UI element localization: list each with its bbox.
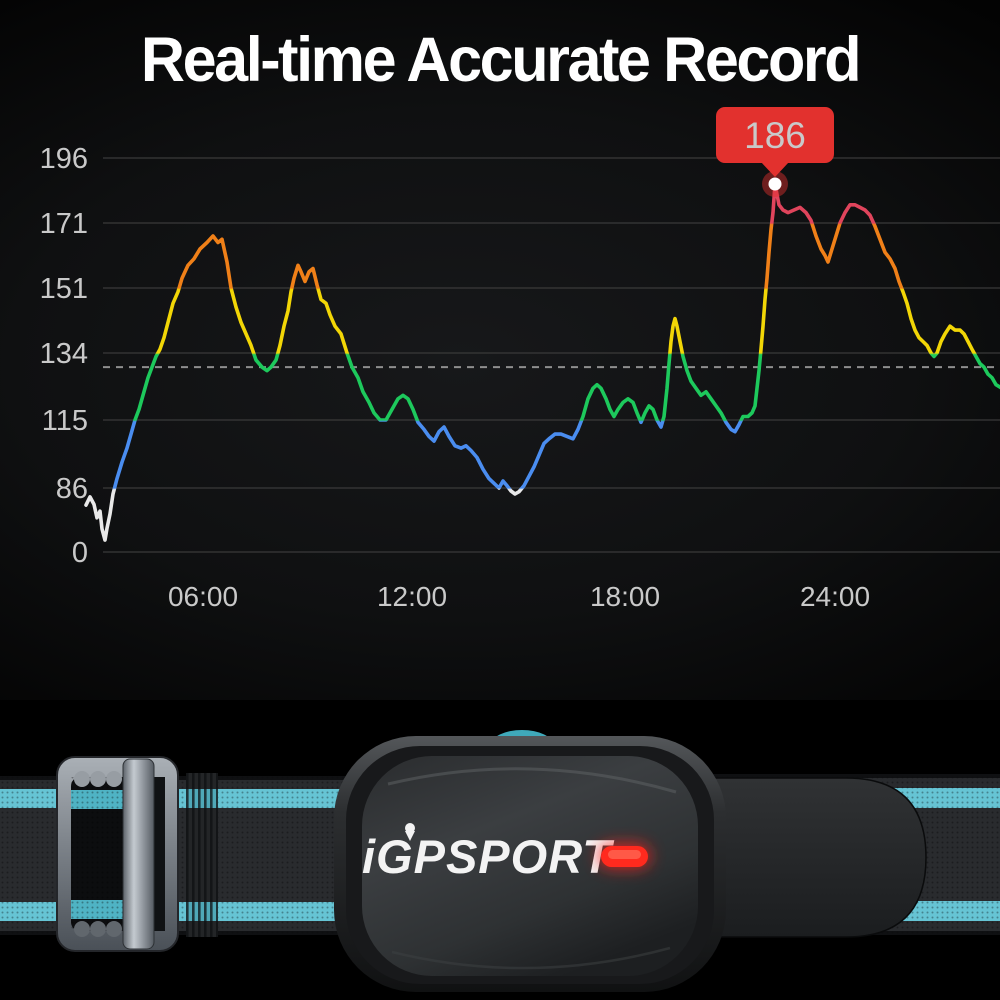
peak-tooltip-bubble — [716, 107, 834, 163]
strap-gathered-section — [186, 773, 218, 937]
brand-logo-text: iGPSPORT — [362, 830, 615, 883]
buckle-right-slot — [154, 777, 165, 931]
buckle-scallop — [74, 771, 90, 787]
buckle-center-bar — [122, 758, 155, 950]
heart-rate-chart: 196 171 151 134 115 86 0 06:00 12:00 18:00 24:00 18… — [40, 107, 1000, 612]
led-indicator — [598, 844, 650, 868]
heart-rate-strap-product-image: iGPSPORT — [0, 730, 1000, 992]
x-tick-label: 24:00 — [800, 581, 870, 612]
sensor-pod: iGPSPORT — [334, 730, 726, 992]
strap-buckle — [56, 756, 179, 952]
x-axis-labels: 06:00 12:00 18:00 24:00 — [168, 581, 870, 612]
strap-keeper-flap — [699, 777, 927, 938]
peak-marker-dot — [768, 177, 782, 191]
location-pin-icon — [405, 823, 415, 833]
peak-tooltip: 186 — [716, 107, 834, 197]
page-title: Real-time Accurate Record — [140, 25, 862, 95]
location-pin-icon-tip — [405, 831, 415, 841]
y-tick-label: 196 — [40, 143, 88, 175]
strap-right-edge-top — [712, 774, 1000, 778]
pod-top-highlight — [387, 767, 677, 794]
x-tick-label: 06:00 — [168, 581, 238, 612]
pod-face — [362, 756, 698, 976]
pod-bottom-highlight — [391, 946, 671, 970]
x-tick-label: 12:00 — [377, 581, 447, 612]
y-tick-label: 0 — [72, 537, 88, 569]
buckle-scallop — [74, 921, 90, 937]
heart-rate-series-line — [84, 182, 1000, 542]
y-tick-label: 134 — [40, 338, 88, 370]
buckle-scallop — [90, 921, 106, 937]
y-axis-labels: 196 171 151 134 115 86 0 — [40, 143, 88, 569]
buckle-scallop — [106, 921, 122, 937]
buckle-scallop — [90, 771, 106, 787]
y-tick-label: 151 — [40, 273, 88, 305]
brand-logo: iGPSPORT — [362, 823, 615, 883]
peak-tooltip-value: 186 — [744, 115, 806, 156]
y-tick-label: 115 — [42, 405, 88, 437]
x-tick-label: 18:00 — [590, 581, 660, 612]
y-tick-label: 86 — [56, 473, 88, 505]
buckle-scallop — [106, 771, 122, 787]
peak-tooltip-pointer — [761, 162, 789, 177]
grid-lines — [103, 157, 1000, 553]
y-tick-label: 171 — [40, 208, 88, 240]
